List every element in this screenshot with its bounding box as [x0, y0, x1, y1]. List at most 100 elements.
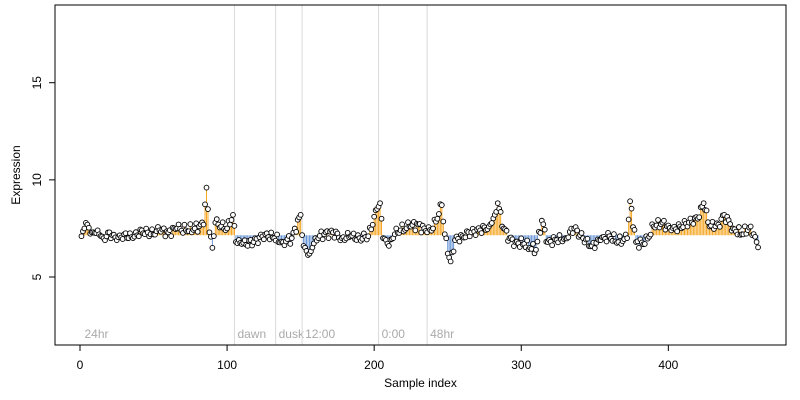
data-point [752, 233, 758, 240]
phase-marker-label: 48hr [430, 327, 454, 341]
data-point [540, 221, 547, 228]
data-point [456, 238, 463, 245]
data-point [591, 245, 598, 251]
data-point [436, 211, 442, 217]
data-point [472, 232, 479, 238]
data-point [205, 206, 211, 212]
y-tick-label: 5 [30, 273, 44, 280]
data-point [447, 258, 454, 265]
data-point [541, 226, 548, 233]
data-point [228, 217, 235, 223]
data-point [616, 233, 623, 240]
data-point [584, 235, 591, 242]
data-point [386, 243, 392, 249]
data-point [255, 240, 261, 247]
data-point [297, 211, 304, 218]
phase-marker-layer: 24hr dawn dusk 12:00 0:00 48hr [84, 5, 454, 345]
phase-marker-label: 12:00 [305, 327, 335, 341]
data-point [624, 235, 631, 241]
phase-marker-label: dawn [237, 327, 266, 341]
data-point [627, 198, 633, 205]
data-point [690, 221, 697, 227]
phase-marker-label: 0:00 [382, 327, 406, 341]
data-point [716, 223, 723, 230]
data-point [503, 227, 510, 234]
data-point [478, 230, 485, 236]
data-point [369, 221, 376, 228]
data-point [293, 229, 300, 235]
data-point [488, 220, 495, 226]
data-point [727, 221, 733, 227]
data-point [268, 229, 275, 236]
data-point [299, 232, 305, 238]
data-point [537, 230, 544, 236]
data-point [674, 228, 681, 235]
data-point [497, 209, 504, 215]
data-point [287, 241, 294, 247]
data-point [494, 200, 501, 207]
data-point [202, 201, 208, 208]
data-point [696, 214, 703, 221]
data-point [430, 225, 436, 232]
point-layer [78, 184, 761, 265]
data-point [530, 241, 536, 247]
data-point [703, 207, 710, 214]
data-point [181, 221, 188, 228]
data-point [641, 241, 648, 247]
data-point [628, 205, 635, 212]
data-point [209, 245, 216, 251]
data-point [365, 233, 372, 240]
data-point [625, 216, 632, 223]
data-point [85, 224, 92, 231]
x-tick-label: 0 [77, 358, 84, 372]
data-point [603, 238, 610, 245]
data-point [377, 200, 383, 207]
x-tick-label: 200 [364, 358, 384, 372]
data-point [647, 231, 654, 238]
data-point [736, 224, 742, 230]
data-point [443, 235, 450, 242]
data-point [203, 184, 210, 191]
x-tick-label: 300 [511, 358, 531, 372]
data-point [319, 236, 326, 243]
data-point [518, 235, 525, 242]
data-point [78, 233, 85, 240]
data-point [755, 244, 761, 251]
data-point [438, 202, 445, 208]
data-point [261, 236, 267, 243]
data-point [231, 223, 238, 229]
data-point [168, 233, 175, 239]
data-point [533, 246, 539, 253]
y-tick-label: 15 [30, 76, 44, 90]
data-point [434, 215, 441, 222]
data-point [450, 248, 457, 255]
data-point [524, 237, 530, 244]
data-point [534, 238, 541, 245]
data-point [661, 217, 667, 224]
data-point [368, 226, 375, 233]
data-point [187, 221, 194, 227]
data-point [135, 233, 142, 240]
data-point [636, 244, 642, 251]
data-point [611, 231, 617, 237]
data-point [412, 227, 419, 234]
y-axis-label: Expression [9, 145, 23, 204]
data-point [213, 216, 220, 222]
data-point [194, 228, 201, 235]
data-point [325, 235, 332, 242]
data-point [574, 227, 580, 234]
data-point [230, 211, 236, 218]
x-axis-label: Sample index [384, 376, 457, 390]
data-point [440, 218, 447, 225]
axis-layer: 0 100 200 300 400 5 10 15 [30, 76, 679, 372]
data-point [162, 233, 169, 240]
data-point [288, 235, 295, 241]
data-point [219, 219, 226, 226]
phase-marker-label: 24hr [84, 327, 108, 341]
data-point [224, 225, 230, 232]
data-point [274, 231, 280, 238]
x-tick-label: 400 [658, 358, 678, 372]
x-tick-label: 100 [217, 358, 237, 372]
phase-marker-label: dusk [279, 327, 305, 341]
